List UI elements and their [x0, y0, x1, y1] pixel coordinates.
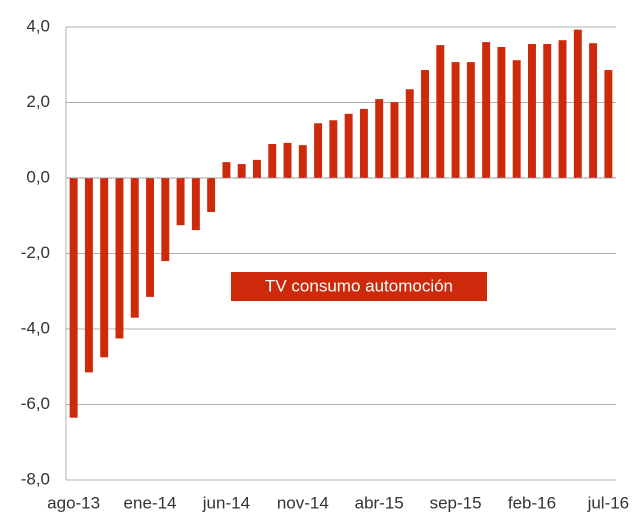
x-tick-label: jul-16 [587, 493, 630, 512]
bar [497, 47, 506, 178]
bar [451, 62, 460, 178]
bar [344, 113, 353, 178]
x-tick-label: sep-15 [430, 493, 482, 512]
bar [512, 60, 521, 178]
x-tick-label: feb-16 [508, 493, 556, 512]
bar [207, 178, 216, 212]
bar [161, 178, 170, 262]
x-tick-label: ene-14 [124, 493, 177, 512]
bar [405, 89, 414, 178]
bar [222, 162, 231, 178]
bar [268, 144, 277, 178]
bar [558, 40, 567, 179]
bar [237, 164, 246, 178]
bar [115, 178, 124, 339]
y-tick-label: -4,0 [21, 318, 50, 337]
bar [253, 159, 261, 178]
bar [146, 178, 154, 297]
bar [176, 178, 185, 226]
bar [375, 99, 384, 178]
bar [482, 42, 491, 178]
x-tick-label: jun-14 [202, 493, 250, 512]
y-tick-label: 0,0 [26, 167, 50, 186]
bar [466, 62, 475, 178]
bar [298, 145, 307, 178]
bar [573, 29, 582, 178]
bar [421, 70, 429, 178]
x-tick-label: abr-15 [355, 493, 404, 512]
bar [359, 108, 368, 178]
bar [528, 43, 536, 178]
y-tick-label: 2,0 [26, 92, 50, 111]
bar [390, 102, 399, 178]
bar [314, 123, 323, 178]
y-tick-label: -8,0 [21, 469, 50, 488]
bar [69, 178, 78, 418]
bar [191, 178, 200, 231]
bar [100, 178, 109, 358]
bar [604, 70, 613, 178]
bar [543, 43, 552, 178]
x-tick-label: nov-14 [277, 493, 329, 512]
y-tick-label: 4,0 [26, 16, 50, 35]
bar [283, 142, 292, 178]
y-tick-label: -6,0 [21, 394, 50, 413]
bar [436, 45, 445, 179]
y-tick-label: -2,0 [21, 243, 50, 262]
bar [84, 178, 93, 373]
legend-box [231, 272, 487, 301]
bar [329, 120, 338, 178]
legend-label: TV consumo automoción [265, 276, 453, 295]
x-tick-label: ago-13 [47, 493, 100, 512]
bar [130, 178, 139, 318]
bar [589, 43, 598, 178]
